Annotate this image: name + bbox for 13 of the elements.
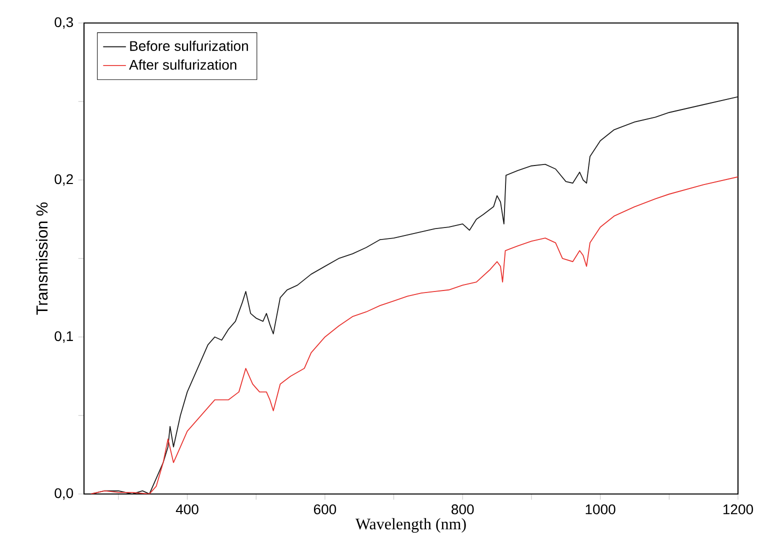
y-tick-label: 0,2 [54, 174, 73, 186]
y-tick-label: 0,3 [54, 17, 73, 29]
legend-label: After sulfurization [129, 60, 236, 70]
x-tick-label: 1000 [586, 504, 616, 514]
legend-label: Before sulfurization [130, 40, 248, 51]
x-tick-label: 800 [452, 504, 474, 514]
y-tick-label: 0,0 [54, 488, 74, 500]
y-tick-label: 0,1 [54, 331, 73, 343]
x-tick-label: 1200 [723, 504, 754, 514]
x-tick-label: 600 [314, 504, 336, 514]
x-tick-label: 400 [176, 504, 198, 514]
y-axis-title: Transmission % [36, 202, 48, 315]
x-axis-title: Wavelength (nm) [355, 518, 466, 533]
